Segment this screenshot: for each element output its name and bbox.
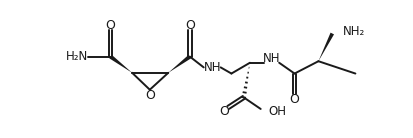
Text: O: O: [219, 105, 229, 118]
Text: O: O: [289, 93, 299, 106]
Text: OH: OH: [268, 105, 286, 118]
Text: NH: NH: [203, 61, 221, 74]
Polygon shape: [109, 55, 132, 73]
Polygon shape: [318, 33, 333, 61]
Text: NH: NH: [262, 52, 280, 65]
Text: NH₂: NH₂: [342, 25, 364, 38]
Text: O: O: [105, 18, 115, 31]
Text: O: O: [145, 89, 154, 102]
Text: O: O: [185, 18, 194, 31]
Polygon shape: [168, 55, 191, 73]
Text: H₂N: H₂N: [66, 50, 88, 63]
